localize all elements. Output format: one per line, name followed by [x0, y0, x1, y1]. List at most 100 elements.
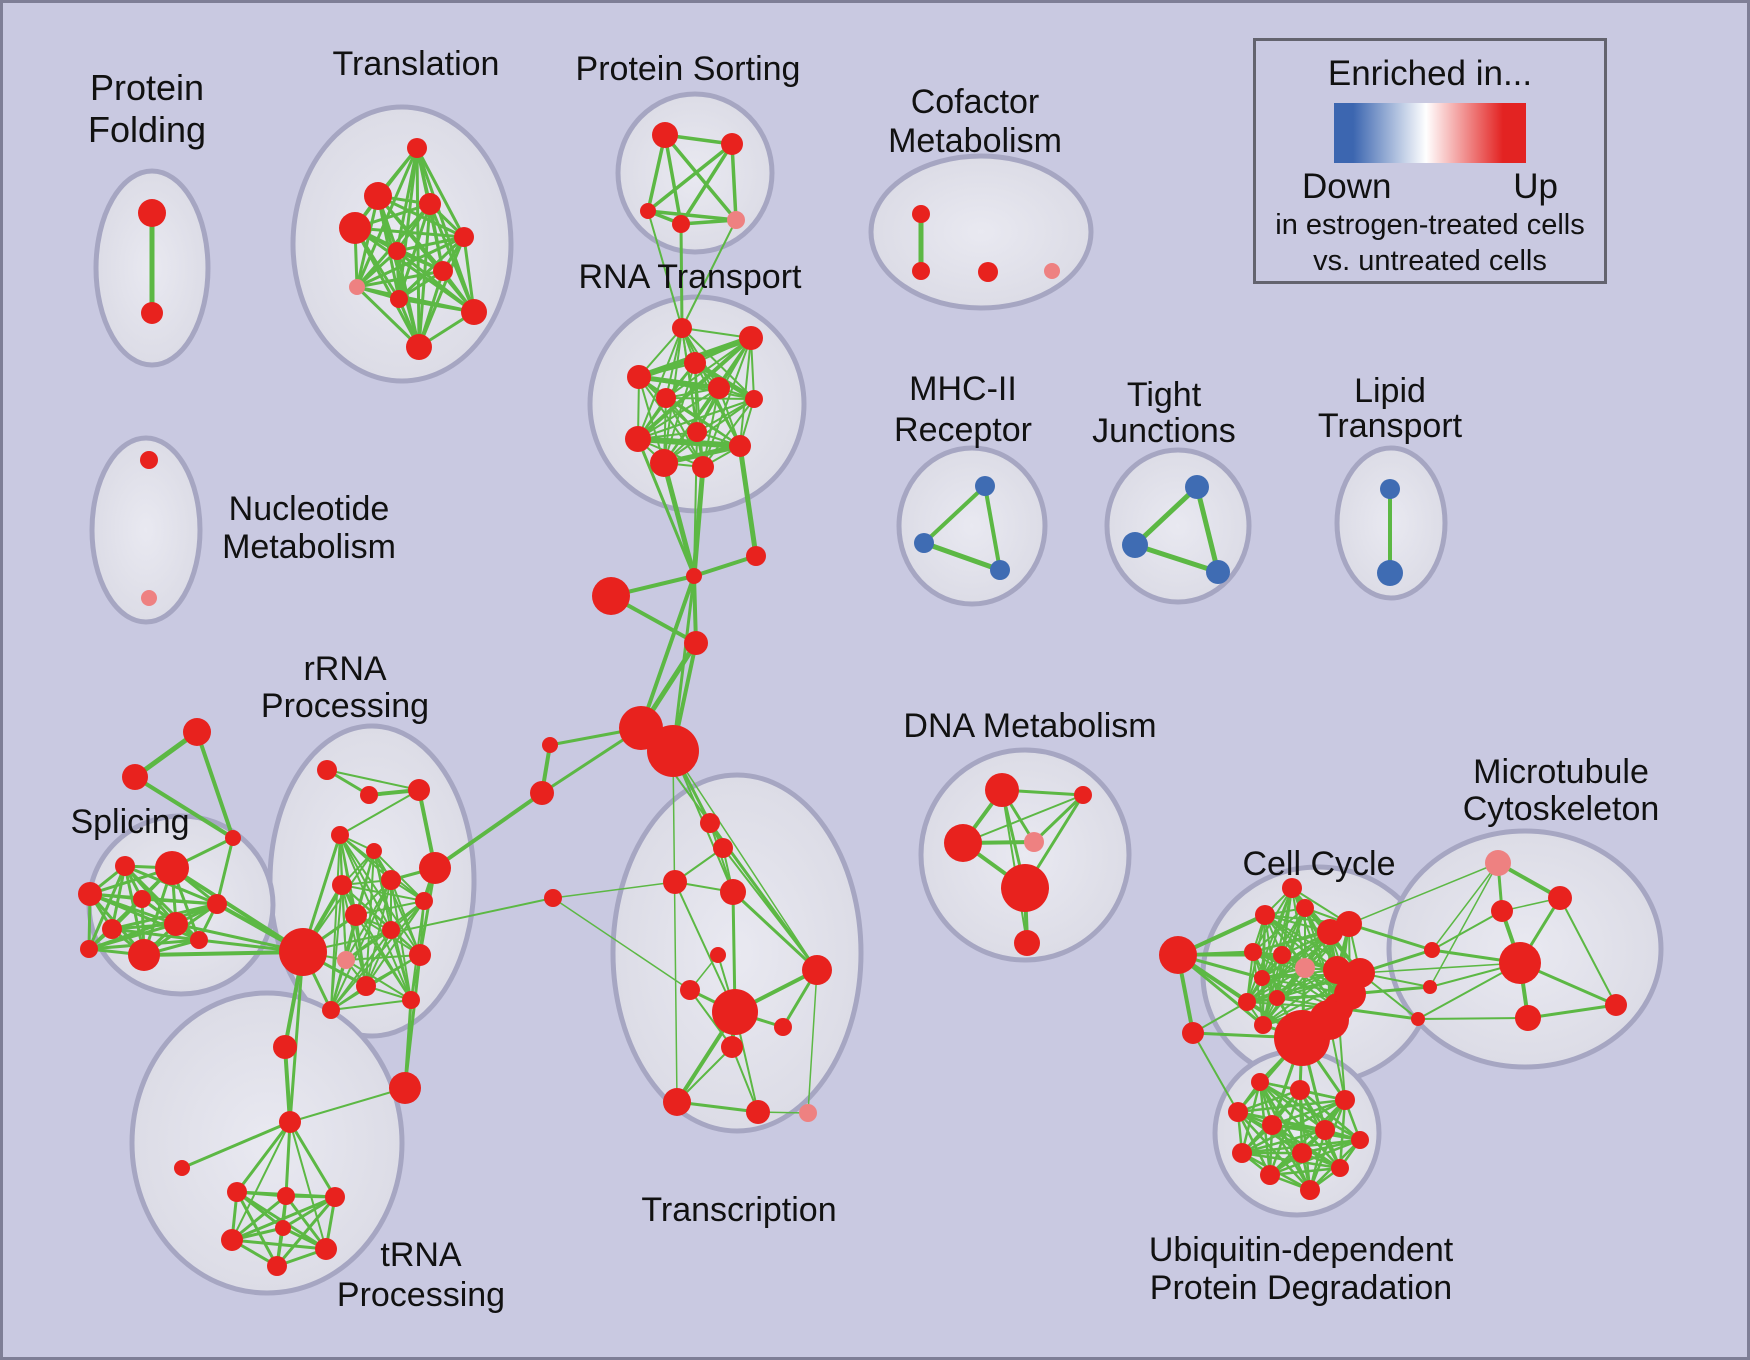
legend-endpoints: Down Up: [1302, 167, 1558, 207]
edge-t5-t11: [417, 235, 466, 349]
edge-rt9-rt12: [635, 436, 743, 449]
edge-rt5-rt9: [637, 387, 720, 440]
edge-cc9-mt4: [1359, 962, 1521, 974]
edge-rr15-rr16: [330, 999, 412, 1011]
edge-rr9-rr16: [330, 900, 425, 1011]
gene-set-node-cc16: [1282, 878, 1302, 898]
gene-set-node-rt8: [687, 422, 707, 442]
cluster-label-nucleotide-metabolism: Nucleotide Metabolism: [222, 490, 396, 566]
gene-set-node-bh2: [647, 725, 699, 777]
edge-sp6-sp10: [110, 902, 219, 931]
gene-set-node-ub6: [1315, 1120, 1335, 1140]
gene-set-node-tr9: [721, 1036, 743, 1058]
gene-set-node-cc8: [1323, 956, 1351, 984]
edge-rr9-rr10: [355, 900, 425, 916]
edge-rr8-rr15: [390, 879, 412, 1001]
gene-set-node-rt1: [672, 318, 692, 338]
gene-set-node-rr9: [415, 892, 433, 910]
gene-set-node-cc0b: [1182, 1022, 1204, 1044]
edge-rt2-rt9: [636, 336, 753, 441]
edge-ps1-ps5: [663, 133, 738, 222]
gene-set-node-tr4: [720, 879, 746, 905]
gene-set-node-tr10: [774, 1018, 792, 1036]
edge-rt7-rt10: [663, 398, 755, 464]
edge-tj2-tj3: [1132, 542, 1221, 575]
gene-set-node-ch2: [746, 546, 766, 566]
edge-ps3-ps5: [646, 209, 738, 222]
gene-set-node-lx2: [530, 781, 554, 805]
cluster-label-transcription: Transcription: [641, 1191, 836, 1229]
edge-rt9-ch1: [636, 437, 696, 578]
edge-bh2-tr7: [672, 750, 818, 971]
gene-set-node-sp3: [78, 882, 102, 906]
edge-bh2-tr11: [672, 750, 678, 1103]
cluster-label-splicing: Splicing: [70, 803, 189, 841]
gene-set-node-cc5: [1244, 943, 1262, 961]
edge-cc4-mt1: [1348, 862, 1499, 925]
gene-set-node-cm3: [978, 262, 998, 282]
gene-set-node-lx3: [544, 889, 562, 907]
edge-ps2-ps5: [730, 142, 738, 222]
gene-set-node-sp4: [133, 890, 151, 908]
nodes: [78, 122, 1627, 1276]
cluster-label-cell-cycle: Cell Cycle: [1242, 845, 1395, 883]
edge-tn0-tn3: [284, 1120, 292, 1198]
edge-rr8-rr14: [365, 879, 392, 987]
gene-set-node-mt5: [1515, 1005, 1541, 1031]
gene-set-node-cc7: [1295, 958, 1315, 978]
gene-set-node-tr1: [700, 813, 720, 833]
gene-set-node-sp10: [207, 894, 227, 914]
gene-set-node-tn5: [221, 1229, 243, 1251]
gene-set-node-dm1: [985, 773, 1019, 807]
edge-tg1-tg3: [195, 730, 235, 840]
edge-t5-t6: [395, 235, 466, 253]
edge-rt11-ch1: [691, 464, 706, 579]
edge-lx2-rr5: [433, 791, 544, 870]
gene-set-node-t2: [364, 182, 392, 210]
edge-ub3-ub12: [1308, 1098, 1347, 1192]
edge-rr17-tn0: [289, 1087, 406, 1123]
edge-hub-tn0: [288, 950, 305, 1124]
gene-set-node-ps5: [727, 211, 745, 229]
edge-t2-t7: [355, 194, 380, 289]
edge-mh2-mh3: [921, 540, 1003, 573]
gene-set-node-pf1: [138, 199, 166, 227]
cluster-ellipse-nucleotide-metabolism: [89, 435, 203, 625]
gene-set-node-mt2: [1548, 886, 1572, 910]
gene-set-node-tr7: [802, 955, 832, 985]
edge-t5-t8: [397, 235, 466, 301]
gene-set-node-t9: [433, 261, 453, 281]
edge-ch1-bh2: [671, 574, 696, 753]
edge-tn0-tn1: [180, 1120, 292, 1170]
legend-subtitle-2: vs. untreated cells: [1313, 245, 1547, 277]
gene-set-node-tj2: [1122, 532, 1148, 558]
edge-tn4-tn5: [230, 1195, 337, 1242]
edge-sp2-sp8: [87, 864, 127, 951]
edge-ub4-ub12: [1236, 1110, 1312, 1192]
gene-set-node-tg2: [122, 764, 148, 790]
cluster-ellipse-cofactor-metabolism: [868, 153, 1094, 311]
edge-br1-mt1: [1431, 862, 1499, 951]
edge-ps3-rt1: [647, 210, 683, 329]
gene-set-node-ub11: [1260, 1165, 1280, 1185]
cluster-label-translation: Translation: [333, 45, 500, 83]
gene-set-node-tn1: [174, 1160, 190, 1176]
gene-set-node-ps4: [672, 215, 690, 233]
edge-ps4-rt1: [679, 222, 684, 330]
cluster-label-mhc-ii-receptor: MHC-II Receptor: [894, 370, 1032, 449]
gene-set-node-tr5: [710, 947, 726, 963]
gene-set-node-t6: [388, 242, 406, 260]
gene-set-node-tj3: [1206, 560, 1230, 584]
edge-rt4-rt11: [638, 376, 704, 468]
cluster-ellipse-transcription: [610, 772, 864, 1134]
gene-set-node-sp8: [80, 940, 98, 958]
gene-set-node-t8: [390, 290, 408, 308]
gene-set-node-ub5: [1262, 1115, 1282, 1135]
gene-set-node-ub1: [1251, 1073, 1269, 1091]
cluster-ellipse-trna-processing: [129, 990, 405, 1296]
legend-up-label: Up: [1513, 167, 1558, 206]
gene-set-node-rr2: [360, 786, 378, 804]
edge-sp6-sp9: [110, 927, 201, 942]
gene-set-node-t3: [419, 193, 441, 215]
edge-rt1-rt7: [681, 327, 755, 400]
